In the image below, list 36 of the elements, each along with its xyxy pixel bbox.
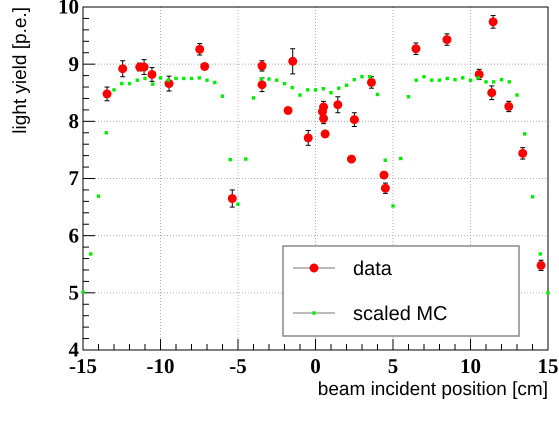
point — [258, 80, 267, 90]
point — [195, 44, 204, 54]
x-axis-title: beam incident position [cm] — [318, 379, 548, 400]
point — [228, 194, 237, 204]
y-tick-label: 10 — [58, 0, 79, 19]
y-tick-label: 7 — [68, 166, 79, 190]
point — [366, 78, 376, 87]
point — [487, 88, 496, 98]
point — [518, 148, 528, 158]
y-tick-label: 5 — [68, 280, 79, 305]
x-tick-label: 5 — [388, 354, 398, 378]
legend-label: data — [353, 258, 393, 280]
y-tick-label: 9 — [68, 52, 79, 76]
x-tick-label: 10 — [460, 354, 481, 378]
point — [200, 62, 210, 71]
point — [320, 129, 330, 138]
y-axis-title: light yield [p.e.] — [10, 7, 31, 134]
y-tick-label: 6 — [68, 223, 79, 248]
point — [288, 56, 298, 66]
point — [147, 70, 156, 79]
point — [333, 100, 342, 110]
x-tick-label: -5 — [229, 354, 247, 378]
point — [350, 115, 359, 124]
point — [102, 89, 112, 98]
point — [488, 17, 498, 26]
point — [118, 64, 128, 74]
x-tick-label: -10 — [146, 354, 174, 378]
y-tick-label: 8 — [68, 109, 79, 134]
point — [346, 154, 356, 164]
x-tick-label: 15 — [538, 354, 558, 378]
x-tick-label: 0 — [310, 354, 321, 378]
point — [380, 170, 389, 180]
point — [442, 35, 452, 44]
point — [284, 106, 293, 115]
point — [304, 133, 313, 142]
legend-label: scaled MC — [353, 303, 448, 325]
